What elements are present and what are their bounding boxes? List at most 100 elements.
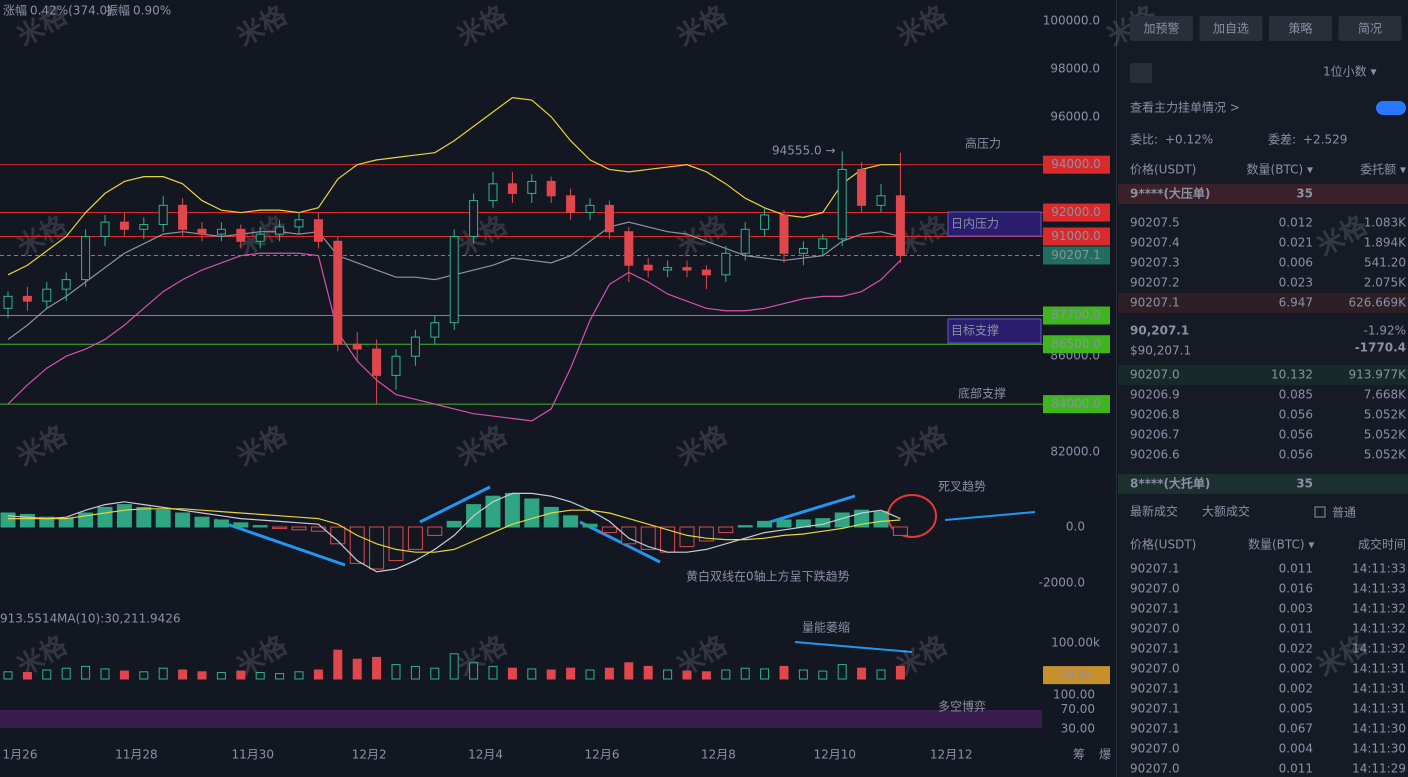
trade-price: 90207.1 — [1130, 562, 1180, 576]
candle-body — [352, 343, 362, 350]
candle-body — [682, 267, 692, 271]
volume-bar — [372, 656, 382, 680]
toggle[interactable] — [1376, 101, 1406, 115]
trade-price: 90207.0 — [1130, 582, 1180, 596]
candle-body — [61, 279, 71, 290]
volume-bar — [527, 668, 537, 680]
bid-row: 7.668K — [1364, 388, 1407, 402]
level-tag — [1043, 306, 1110, 325]
arrow — [944, 511, 1036, 521]
volume-bar — [818, 670, 828, 680]
volume-bar — [895, 665, 905, 680]
macd-bar — [369, 526, 385, 570]
ask-row: 90207.2 — [1130, 276, 1180, 290]
macd-bar — [407, 526, 423, 550]
candle-body — [701, 269, 711, 276]
macd-bar — [621, 526, 637, 545]
macd-bar — [175, 512, 191, 528]
trade-price: 90207.1 — [1130, 702, 1180, 716]
trade-price: 90207.0 — [1130, 742, 1180, 756]
note: 多空博弈 — [938, 699, 986, 714]
decimals[interactable]: 1位小数 ▾ — [1323, 64, 1376, 79]
candle-body — [216, 228, 226, 235]
candle-body — [876, 195, 886, 206]
candle-body — [469, 200, 479, 237]
book-header: 委托额 ▾ — [1360, 163, 1406, 177]
candle-body — [275, 226, 285, 235]
level-label: 90207.1 — [1051, 248, 1101, 262]
candle-body — [372, 348, 382, 376]
macd-bar — [776, 519, 792, 528]
volume-bar — [22, 672, 32, 680]
volume-bar — [255, 672, 265, 680]
macd-bar — [136, 506, 152, 528]
candle-body — [197, 228, 207, 235]
bid-row: 0.056 — [1279, 448, 1313, 462]
button[interactable] — [1130, 16, 1193, 41]
volume-bar — [857, 667, 867, 680]
tab[interactable]: 最新成交 — [1130, 504, 1178, 519]
zone-label: 目标支撑 — [951, 323, 999, 338]
bid-row: 90206.9 — [1130, 388, 1180, 402]
bid-row: 5.052K — [1364, 408, 1407, 422]
button[interactable] — [1269, 16, 1332, 41]
arrow — [419, 485, 491, 524]
macd-tick: 0.0 — [1066, 520, 1085, 534]
header-stat: 振幅 — [106, 3, 130, 18]
zone-label: 底部支撑 — [958, 386, 1006, 401]
bid-row: 90207.0 — [1130, 368, 1180, 382]
macd-bar — [737, 525, 753, 528]
ask-row: 0.012 — [1279, 216, 1313, 230]
candle-body — [527, 180, 537, 194]
level-label: 87700.0 — [1051, 308, 1101, 322]
bid-row: 913.977K — [1349, 368, 1408, 382]
trade-qty: 0.067 — [1279, 722, 1313, 736]
ratio: 委差: — [1268, 133, 1296, 147]
button-label: 策略 — [1288, 21, 1312, 36]
tab[interactable]: 大额成交 — [1202, 504, 1250, 519]
volume-bar — [449, 653, 459, 680]
trade-header: 价格(USDT) — [1130, 537, 1196, 552]
vol-legend: MA(10):30,211.9426 — [57, 612, 181, 626]
header-stat: 0.90% — [133, 4, 171, 18]
macd-tick: -2000.0 — [1039, 576, 1085, 590]
checkbox[interactable] — [1314, 506, 1326, 518]
pct: -1.92% — [1364, 324, 1406, 338]
candle-body — [22, 295, 32, 302]
ask-row: 90207.5 — [1130, 216, 1180, 230]
trade-time: 14:11:33 — [1352, 562, 1406, 576]
big-bid: 8****(大托单) — [1130, 476, 1210, 491]
trade-time: 14:11:32 — [1352, 642, 1406, 656]
macd-bar — [892, 526, 908, 536]
volume-bar — [876, 669, 886, 680]
trade-time: 14:11:29 — [1352, 762, 1406, 776]
candle-body — [81, 236, 91, 281]
candle-body — [488, 183, 498, 202]
candle-body — [895, 195, 905, 256]
macd-bar — [504, 492, 520, 528]
level-label: 91000.0 — [1051, 229, 1101, 243]
volume-bar — [313, 669, 323, 680]
level-tag — [1043, 155, 1110, 174]
layout-icon[interactable] — [1130, 63, 1152, 83]
trade-price: 90207.0 — [1130, 662, 1180, 676]
candle-body — [837, 168, 847, 240]
macd-bar — [485, 495, 501, 528]
trade-header: 成交时间 — [1358, 537, 1406, 552]
level-label: 92000.0 — [1051, 205, 1101, 219]
bid-row: 5.052K — [1364, 448, 1407, 462]
level-tag — [1043, 395, 1110, 414]
volume-bar — [663, 669, 673, 680]
volume-bar — [294, 671, 304, 680]
candle-body — [643, 264, 653, 271]
note: 死叉趋势 — [938, 480, 986, 494]
trade-header: 数量(BTC) ▾ — [1248, 537, 1314, 552]
panel-bg — [1118, 0, 1408, 777]
macd-bar — [233, 522, 249, 528]
button[interactable] — [1338, 16, 1402, 41]
candle-body — [333, 240, 343, 345]
trade-time: 14:11:30 — [1352, 722, 1406, 736]
button[interactable] — [1199, 16, 1263, 41]
volume-bar — [197, 671, 207, 680]
candle-body — [236, 228, 246, 242]
